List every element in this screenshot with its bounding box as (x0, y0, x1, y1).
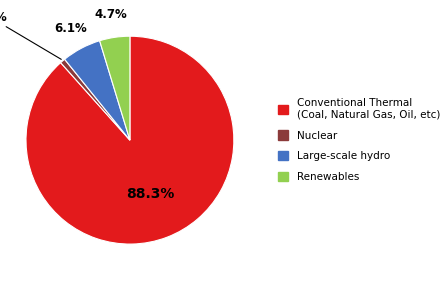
Text: 6.1%: 6.1% (54, 22, 87, 35)
Legend: Conventional Thermal
(Coal, Natural Gas, Oil, etc), Nuclear, Large-scale hydro, : Conventional Thermal (Coal, Natural Gas,… (278, 98, 440, 182)
Wedge shape (60, 59, 130, 140)
Wedge shape (65, 41, 130, 140)
Text: 4.7%: 4.7% (95, 8, 128, 21)
Wedge shape (26, 36, 234, 244)
Text: 88.3%: 88.3% (126, 186, 175, 200)
Text: 0.8%: 0.8% (0, 11, 61, 59)
Wedge shape (99, 36, 130, 140)
